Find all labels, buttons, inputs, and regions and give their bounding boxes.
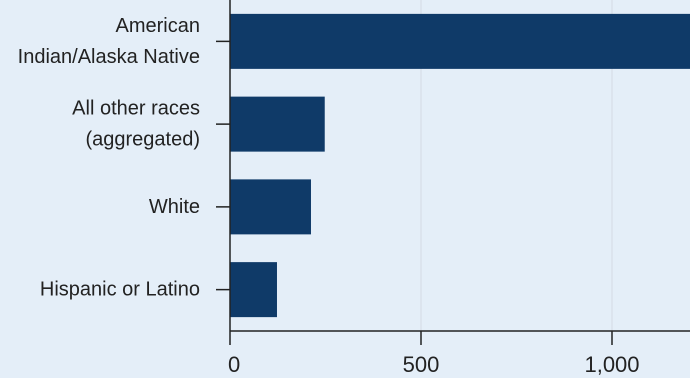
category-label-0-line-0: American xyxy=(116,15,200,37)
category-label-0-line-1: Indian/Alaska Native xyxy=(18,46,200,68)
category-label-3-line-0: Hispanic or Latino xyxy=(40,279,200,301)
axes xyxy=(216,0,690,345)
category-label-0: American Indian/Alaska Native xyxy=(18,15,200,68)
category-label-2-line-0: White xyxy=(149,196,200,218)
bar-1 xyxy=(230,96,325,152)
category-label-1: All other races (aggregated) xyxy=(72,98,200,151)
category-label-2: White xyxy=(149,196,200,218)
bar-3 xyxy=(230,262,277,318)
bar-0 xyxy=(230,13,690,69)
x-tick-label-0: 0 xyxy=(228,352,240,377)
category-label-3: Hispanic or Latino xyxy=(40,279,200,301)
bar-2 xyxy=(230,179,311,235)
tick-labels: 0 500 1,000 xyxy=(228,352,640,377)
category-labels: American Indian/Alaska Native All other ra… xyxy=(18,15,200,301)
category-label-1-line-1: (aggregated) xyxy=(85,129,200,151)
bars xyxy=(230,13,690,318)
category-label-1-line-0: All other races xyxy=(72,98,200,120)
x-tick-label-2: 1,000 xyxy=(584,352,639,377)
x-tick-label-1: 500 xyxy=(403,352,440,377)
